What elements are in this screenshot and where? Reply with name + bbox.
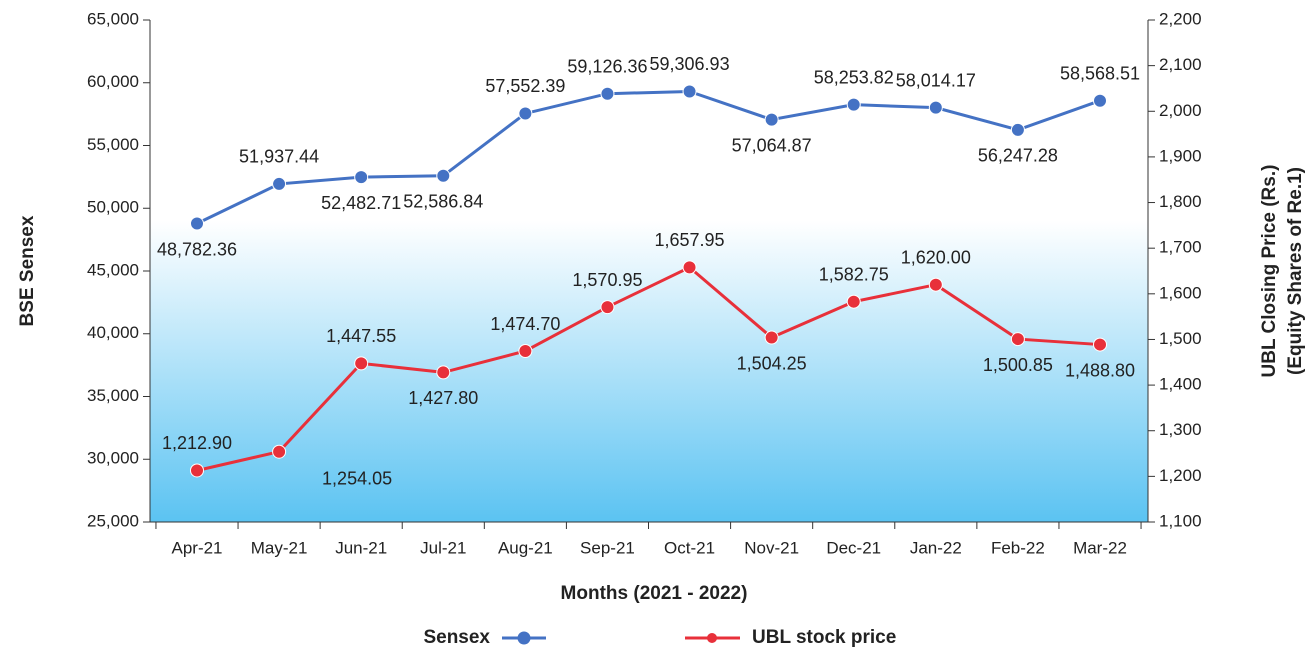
legend-marker (517, 631, 531, 645)
y2-tick-label: 1,900 (1159, 146, 1202, 165)
point (354, 356, 369, 371)
x-axis-title: Months (2021 - 2022) (561, 583, 748, 604)
data-label: 1,500.85 (983, 355, 1053, 375)
data-label: 57,552.39 (485, 76, 565, 96)
x-tick-label: Aug-21 (498, 538, 553, 557)
y-axis-title: BSE Sensex (17, 215, 38, 326)
series-line (196, 89, 1101, 225)
point (190, 463, 204, 478)
point (1093, 337, 1107, 352)
point (354, 170, 369, 185)
data-label: 1,620.00 (901, 247, 971, 267)
y-tick-label: 50,000 (87, 198, 139, 217)
y2-axis-title: UBL Closing Price (Rs.) (1259, 165, 1280, 378)
data-label: 1,488.80 (1065, 360, 1135, 380)
y2-tick-label: 1,500 (1159, 329, 1202, 348)
x-tick-label: Jan-22 (910, 538, 962, 557)
data-label: 56,247.28 (978, 146, 1058, 166)
point (928, 277, 943, 292)
y2-axis-title: (Equity Shares of Re.1) (1285, 167, 1306, 375)
y2-tick-label: 1,800 (1159, 192, 1202, 211)
point (682, 84, 697, 99)
point (272, 176, 287, 191)
point (1010, 332, 1025, 347)
point (272, 444, 287, 459)
legend-marker (707, 633, 717, 643)
point (600, 86, 615, 101)
data-label: 1,657.95 (655, 230, 725, 250)
y-tick-label: 65,000 (87, 9, 139, 28)
y2-tick-label: 1,400 (1159, 375, 1202, 394)
x-tick-label: Sep-21 (580, 538, 635, 557)
y2-tick-label: 2,000 (1159, 101, 1202, 120)
data-label: 48,782.36 (157, 239, 237, 259)
point (928, 100, 943, 115)
point (518, 344, 533, 359)
data-label: 1,427.80 (408, 388, 478, 408)
y2-tick-label: 1,300 (1159, 420, 1202, 439)
data-label: 52,482.71 (321, 193, 401, 213)
y-tick-label: 35,000 (87, 386, 139, 405)
point (518, 106, 533, 121)
y2-tick-label: 1,700 (1159, 238, 1202, 257)
point (190, 216, 204, 231)
y-tick-label: 30,000 (87, 449, 139, 468)
data-label: 59,306.93 (650, 54, 730, 74)
x-tick-label: Feb-22 (991, 538, 1045, 557)
data-label: 58,568.51 (1060, 63, 1140, 83)
point (436, 365, 451, 380)
x-tick-label: Jul-21 (420, 538, 466, 557)
point (1093, 93, 1107, 108)
data-label: 1,570.95 (572, 270, 642, 290)
point (764, 112, 779, 127)
x-tick-label: Oct-21 (664, 538, 715, 557)
data-label: 59,126.36 (567, 56, 647, 76)
point (846, 97, 861, 112)
y2-tick-label: 1,100 (1159, 511, 1202, 530)
y2-tick-label: 1,600 (1159, 283, 1202, 302)
x-tick-label: Mar-22 (1073, 538, 1127, 557)
point (846, 294, 861, 309)
y-tick-label: 40,000 (87, 323, 139, 342)
y-tick-label: 60,000 (87, 72, 139, 91)
x-tick-label: Dec-21 (826, 538, 881, 557)
data-label: 58,014.17 (896, 70, 976, 90)
y2-tick-label: 2,100 (1159, 55, 1202, 74)
y-tick-label: 55,000 (87, 135, 139, 154)
data-label: 1,504.25 (737, 353, 807, 373)
y-tick-label: 25,000 (87, 511, 139, 530)
y2-tick-label: 2,200 (1159, 9, 1202, 28)
point (764, 330, 779, 345)
data-label: 52,586.84 (403, 192, 483, 212)
series-line (196, 265, 1101, 472)
point (436, 168, 451, 183)
data-label: 1,474.70 (490, 314, 560, 334)
legend-label: Sensex (423, 627, 490, 648)
point (600, 300, 615, 315)
legend-label: UBL stock price (752, 627, 896, 648)
plot-area (150, 20, 1148, 522)
data-label: 1,582.75 (819, 264, 889, 284)
data-label: 57,064.87 (732, 135, 812, 155)
data-label: 1,254.05 (322, 468, 392, 488)
x-tick-label: Nov-21 (744, 538, 799, 557)
y2-tick-label: 1,200 (1159, 466, 1202, 485)
data-label: 51,937.44 (239, 147, 319, 167)
x-tick-label: Jun-21 (335, 538, 387, 557)
point (682, 260, 697, 275)
data-label: 58,253.82 (814, 67, 894, 87)
y-tick-label: 45,000 (87, 260, 139, 279)
x-tick-label: Apr-21 (171, 538, 222, 557)
data-label: 1,447.55 (326, 326, 396, 346)
data-label: 1,212.90 (162, 433, 232, 453)
x-tick-label: May-21 (251, 538, 308, 557)
point (1010, 122, 1025, 137)
